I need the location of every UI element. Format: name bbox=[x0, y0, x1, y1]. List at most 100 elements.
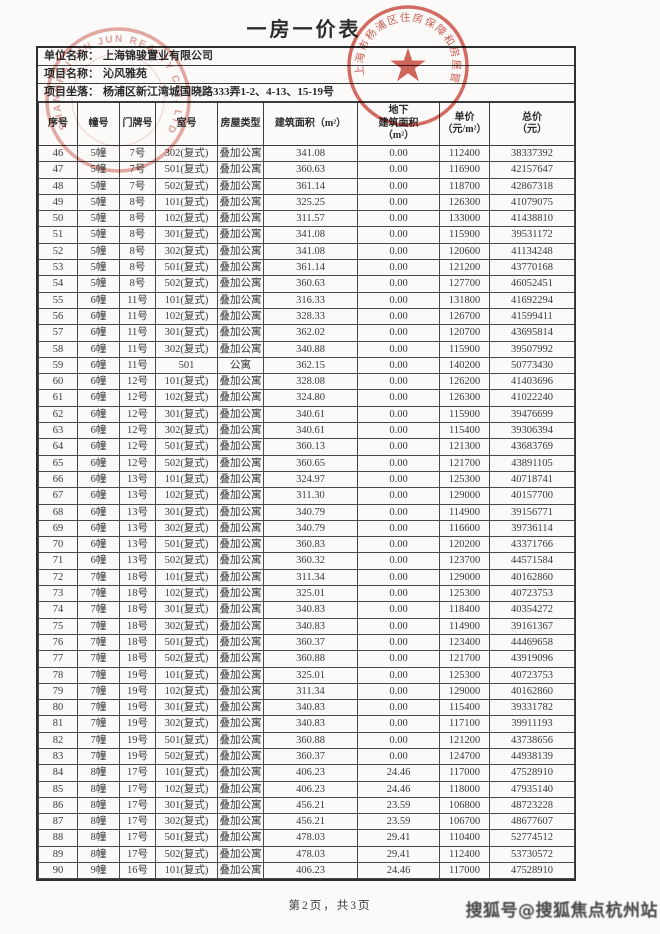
table-cell: 362.15 bbox=[263, 356, 358, 375]
table-cell: 502(复式) bbox=[155, 747, 218, 766]
table-cell: 502(复式) bbox=[155, 177, 218, 195]
table-cell: 18号 bbox=[119, 601, 156, 619]
project-info-row: 项目坐落： 杨浦区新江湾城国晓路333弄1-2、4-13、15-19号 bbox=[38, 84, 574, 102]
table-row: 68 6幢 13号 301(复式) 叠加公寓 340.79 0.00 114900 391567… bbox=[38, 503, 575, 521]
table-cell: 6幢 bbox=[77, 536, 120, 554]
table-cell: 43683769 bbox=[489, 438, 575, 456]
table-cell: 0.00 bbox=[357, 422, 440, 440]
table-cell: 325.01 bbox=[263, 666, 358, 684]
table-cell: 38337392 bbox=[489, 144, 575, 163]
table-cell: 61 bbox=[38, 389, 78, 407]
table-cell: 110400 bbox=[439, 829, 490, 847]
table-cell: 57 bbox=[38, 324, 78, 342]
table-cell: 0.00 bbox=[357, 144, 440, 163]
table-cell: 0.00 bbox=[357, 568, 440, 587]
table-cell: 56 bbox=[38, 307, 78, 326]
table-cell: 叠加公寓 bbox=[217, 454, 264, 472]
table-cell: 129000 bbox=[439, 487, 490, 505]
table-cell: 7幢 bbox=[77, 617, 120, 635]
table-cell: 48677607 bbox=[489, 813, 575, 831]
table-cell: 124700 bbox=[439, 747, 490, 766]
table-cell: 13号 bbox=[119, 519, 156, 538]
table-row: 59 6幢 11号 501 公寓 362.15 0.00 140200 50773430 bbox=[38, 356, 575, 375]
table-cell: 324.80 bbox=[263, 389, 358, 407]
table-cell: 49 bbox=[38, 193, 78, 212]
table-cell: 0.00 bbox=[357, 731, 440, 749]
table-cell: 102(复式) bbox=[155, 210, 218, 228]
table-cell: 0.00 bbox=[357, 242, 440, 261]
table-cell: 101(复式) bbox=[155, 764, 218, 782]
table-cell: 115400 bbox=[439, 699, 490, 717]
table-cell: 362.02 bbox=[263, 324, 358, 342]
table-cell: 502(复式) bbox=[155, 454, 218, 472]
table-cell: 叠加公寓 bbox=[217, 552, 264, 570]
table-cell: 叠加公寓 bbox=[217, 747, 264, 766]
table-cell: 7号 bbox=[119, 161, 156, 179]
table-cell: 叠加公寓 bbox=[217, 650, 264, 668]
table-cell: 叠加公寓 bbox=[217, 487, 264, 505]
table-row: 62 6幢 12号 301(复式) 叠加公寓 340.61 0.00 115900 394766… bbox=[38, 405, 575, 424]
table-cell: 6幢 bbox=[77, 405, 120, 424]
table-cell: 12号 bbox=[119, 405, 156, 424]
table-cell: 9幢 bbox=[77, 862, 120, 880]
table-cell: 301(复式) bbox=[155, 601, 218, 619]
table-cell: 123400 bbox=[439, 633, 490, 652]
price-table-document: 单位名称： 上海锦骏置业有限公司 项目名称： 沁风雅苑 项目坐落： 杨浦区新江湾城国晓路3… bbox=[36, 46, 576, 882]
table-row: 70 6幢 13号 501(复式) 叠加公寓 360.83 0.00 120200 433717… bbox=[38, 536, 575, 554]
table-row: 73 7幢 18号 102(复式) 叠加公寓 325.01 0.00 125300 407237… bbox=[38, 585, 575, 603]
table-cell: 6幢 bbox=[77, 552, 120, 570]
table-cell: 24.46 bbox=[357, 862, 440, 880]
table-cell: 18号 bbox=[119, 568, 156, 587]
table-cell: 17号 bbox=[119, 764, 156, 782]
table-cell: 127700 bbox=[439, 275, 490, 293]
table-cell: 11号 bbox=[119, 291, 156, 309]
table-cell: 54 bbox=[38, 275, 78, 293]
table-cell: 24.46 bbox=[357, 764, 440, 782]
info-value: 杨浦区新江湾城国晓路333弄1-2、4-13、15-19号 bbox=[103, 86, 334, 98]
table-cell: 7号 bbox=[119, 144, 156, 163]
table-cell: 叠加公寓 bbox=[217, 259, 264, 277]
column-header: 总价 （元） bbox=[489, 102, 575, 146]
table-row: 55 6幢 11号 101(复式) 叠加公寓 316.33 0.00 131800 416922… bbox=[38, 291, 575, 309]
table-cell: 340.79 bbox=[263, 519, 358, 538]
table-cell: 6幢 bbox=[77, 470, 120, 489]
table-cell: 7幢 bbox=[77, 715, 120, 733]
table-cell: 125300 bbox=[439, 470, 490, 489]
table-cell: 0.00 bbox=[357, 177, 440, 195]
table-cell: 70 bbox=[38, 536, 78, 554]
project-info-section: 单位名称： 上海锦骏置业有限公司 项目名称： 沁风雅苑 项目坐落： 杨浦区新江湾城国晓路3… bbox=[38, 48, 574, 102]
page-number: 第2页，共3页 bbox=[288, 900, 372, 912]
table-cell: 0.00 bbox=[357, 519, 440, 538]
table-cell: 125300 bbox=[439, 666, 490, 684]
table-cell: 5幢 bbox=[77, 193, 120, 212]
table-cell: 406.23 bbox=[263, 780, 358, 798]
table-cell: 44571584 bbox=[489, 552, 575, 570]
table-cell: 13号 bbox=[119, 536, 156, 554]
table-cell: 叠加公寓 bbox=[217, 470, 264, 489]
table-cell: 501(复式) bbox=[155, 536, 218, 554]
table-cell: 0.00 bbox=[357, 307, 440, 326]
table-cell: 86 bbox=[38, 796, 78, 815]
table-cell: 106800 bbox=[439, 796, 490, 815]
table-cell: 11号 bbox=[119, 307, 156, 326]
table-cell: 5幢 bbox=[77, 242, 120, 261]
table-cell: 39331782 bbox=[489, 699, 575, 717]
table-cell: 59 bbox=[38, 356, 78, 375]
table-cell: 101(复式) bbox=[155, 470, 218, 489]
table-cell: 0.00 bbox=[357, 470, 440, 489]
table-cell: 301(复式) bbox=[155, 324, 218, 342]
table-cell: 114900 bbox=[439, 503, 490, 521]
table-cell: 叠加公寓 bbox=[217, 438, 264, 456]
table-cell: 41438810 bbox=[489, 210, 575, 228]
table-cell: 66 bbox=[38, 470, 78, 489]
table-cell: 41134248 bbox=[489, 242, 575, 261]
table-cell: 19号 bbox=[119, 699, 156, 717]
table-cell: 叠加公寓 bbox=[217, 405, 264, 424]
table-cell: 501(复式) bbox=[155, 259, 218, 277]
table-cell: 69 bbox=[38, 519, 78, 538]
table-cell: 8幢 bbox=[77, 845, 120, 864]
table-cell: 0.00 bbox=[357, 405, 440, 424]
page-title: 一房一价表 bbox=[246, 19, 362, 41]
table-cell: 29.41 bbox=[357, 829, 440, 847]
table-cell: 19号 bbox=[119, 715, 156, 733]
